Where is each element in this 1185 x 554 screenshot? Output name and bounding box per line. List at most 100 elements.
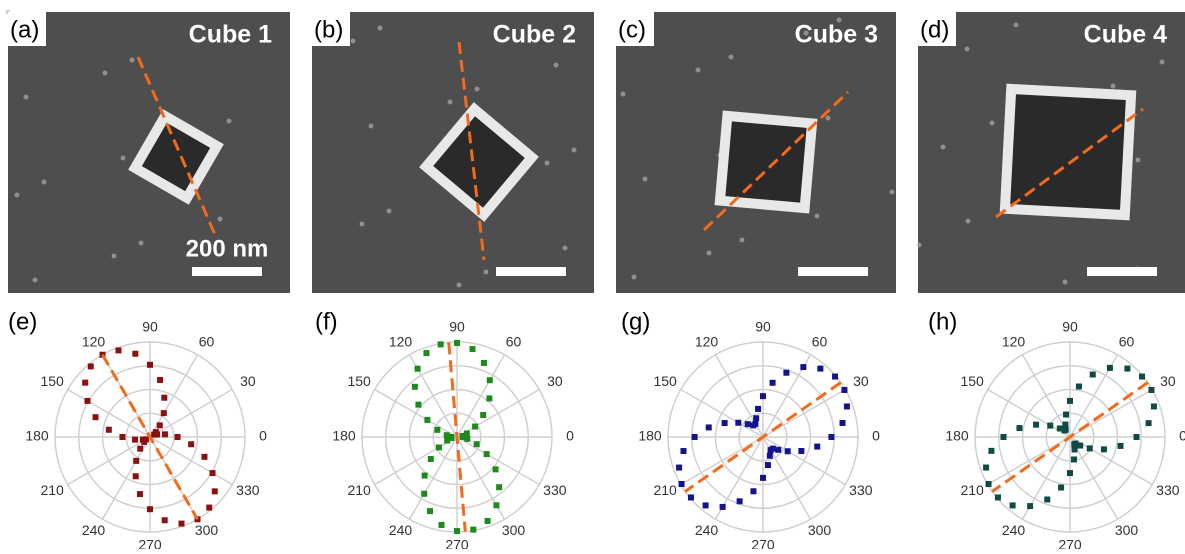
particle	[369, 124, 374, 129]
data-point	[765, 462, 771, 468]
sem-panel: (b)Cube 2	[312, 12, 594, 293]
data-point	[464, 436, 470, 442]
data-point	[161, 395, 167, 401]
data-point	[438, 341, 444, 347]
chart-label: (f)	[315, 308, 338, 335]
panel-label: (a)	[10, 16, 39, 43]
data-point	[1071, 456, 1077, 462]
data-point	[755, 406, 761, 412]
theta-tick-label: 240	[389, 522, 413, 538]
particle	[966, 219, 971, 224]
data-point	[93, 414, 99, 420]
particle	[965, 47, 970, 52]
data-point	[464, 430, 470, 436]
data-point	[750, 422, 756, 428]
data-point	[470, 346, 476, 352]
data-point	[785, 448, 791, 454]
theta-tick-label: 120	[82, 333, 106, 349]
theta-tick-label: 300	[195, 522, 219, 538]
data-point	[676, 465, 682, 471]
panel-title: Cube 3	[795, 21, 878, 49]
data-point	[995, 494, 1001, 500]
data-point	[137, 491, 143, 497]
theta-tick-label: 300	[502, 522, 526, 538]
particle	[475, 87, 480, 92]
data-point	[474, 441, 480, 447]
data-point	[1063, 412, 1069, 418]
data-point	[1148, 387, 1154, 393]
data-point	[767, 453, 773, 459]
data-point	[493, 466, 499, 472]
data-point	[423, 350, 429, 356]
theta-tick-label: 270	[138, 537, 162, 549]
data-point	[680, 448, 686, 454]
data-point	[88, 363, 94, 369]
data-point	[422, 473, 428, 479]
data-point	[770, 446, 776, 452]
particle	[563, 246, 568, 251]
theta-tick-label: 30	[547, 373, 563, 389]
theta-tick-label: 270	[751, 537, 775, 549]
data-point	[484, 451, 490, 457]
particle	[130, 58, 135, 63]
particle	[121, 156, 126, 161]
data-point	[1057, 425, 1063, 431]
data-point	[480, 412, 486, 418]
data-point	[760, 393, 766, 399]
data-point	[800, 364, 806, 370]
data-point	[750, 488, 756, 494]
data-point	[212, 488, 218, 494]
particle	[990, 121, 995, 126]
data-point	[454, 340, 460, 346]
particle	[729, 55, 734, 60]
data-point	[692, 434, 698, 440]
particle	[24, 95, 29, 100]
chart-label: (g)	[621, 308, 650, 335]
data-point	[703, 502, 709, 508]
particle	[1160, 60, 1165, 65]
figure: (a)Cube 1200 nm(b)Cube 2(c)Cube 3(d)Cube…	[0, 0, 1185, 549]
data-point	[1044, 496, 1050, 502]
data-point	[412, 384, 418, 390]
data-point	[147, 506, 153, 512]
sem-panel: (d)Cube 4	[917, 12, 1185, 293]
data-point	[1076, 383, 1082, 389]
particle	[1063, 280, 1068, 285]
data-point	[1067, 398, 1073, 404]
theta-tick-label: 60	[199, 333, 215, 349]
data-point	[141, 439, 147, 445]
data-point	[428, 456, 434, 462]
data-point	[770, 380, 776, 386]
panel-title: Cube 4	[1084, 21, 1167, 49]
data-point	[1118, 443, 1124, 449]
chart-label: (h)	[928, 308, 957, 335]
data-point	[133, 458, 139, 464]
particle	[941, 145, 946, 150]
data-point	[132, 437, 138, 443]
data-point	[106, 427, 112, 433]
panel-label: (c)	[618, 16, 646, 43]
particle	[890, 190, 895, 195]
cube-face	[725, 121, 806, 202]
data-point	[454, 528, 460, 534]
data-point	[745, 421, 751, 427]
data-point	[162, 431, 168, 437]
theta-tick-label: 300	[808, 522, 832, 538]
theta-tick-label: 150	[653, 373, 677, 389]
theta-tick-label: 210	[653, 482, 677, 498]
theta-tick-label: 90	[755, 319, 771, 335]
data-point	[1027, 503, 1033, 509]
data-point	[983, 465, 989, 471]
data-point	[735, 420, 741, 426]
theta-tick-label: 180	[638, 428, 662, 444]
data-point	[737, 498, 743, 504]
data-point	[427, 508, 433, 514]
data-point	[1087, 445, 1093, 451]
data-point	[1139, 374, 1145, 380]
grid-spoke	[457, 390, 539, 438]
theta-tick-label: 0	[259, 428, 267, 444]
theta-tick-label: 210	[40, 482, 64, 498]
grid-spoke	[375, 390, 457, 438]
